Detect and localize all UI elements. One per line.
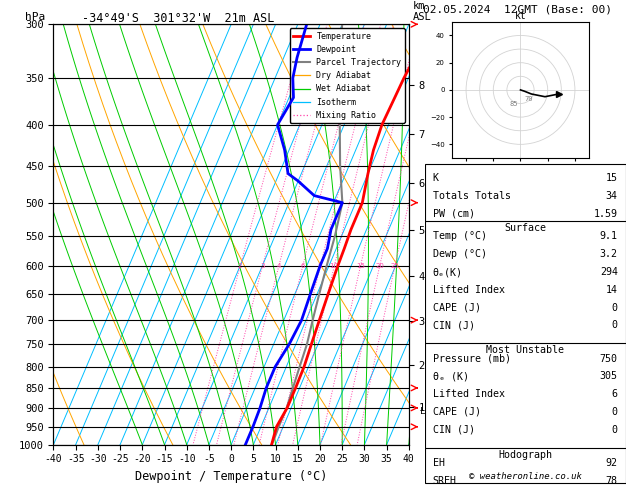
Text: CIN (J): CIN (J) [433,320,475,330]
Legend: Temperature, Dewpoint, Parcel Trajectory, Dry Adiabat, Wet Adiabat, Isotherm, Mi: Temperature, Dewpoint, Parcel Trajectory… [290,29,404,123]
Text: 750: 750 [600,354,618,364]
Text: 10: 10 [330,263,338,269]
Text: 2: 2 [238,263,242,269]
Text: K: K [433,174,438,183]
Text: 70: 70 [525,96,533,102]
Text: 14: 14 [606,285,618,295]
Text: 4: 4 [277,263,281,269]
Text: Lifted Index: Lifted Index [433,389,504,399]
Text: SREH: SREH [433,476,457,486]
Text: 9.1: 9.1 [600,231,618,242]
Text: 305: 305 [600,371,618,382]
Text: 20: 20 [375,263,384,269]
Text: km
ASL: km ASL [413,0,431,22]
Text: θₑ(K): θₑ(K) [433,267,462,277]
Text: Lifted Index: Lifted Index [433,285,504,295]
Title: kt: kt [515,11,526,21]
Text: 85: 85 [509,101,518,107]
Text: © weatheronline.co.uk: © weatheronline.co.uk [469,472,582,481]
Text: 15: 15 [356,263,365,269]
Text: Hodograph: Hodograph [498,450,552,460]
Text: 6: 6 [612,389,618,399]
Text: -34°49'S  301°32'W  21m ASL: -34°49'S 301°32'W 21m ASL [82,12,274,25]
Text: 92: 92 [606,458,618,468]
Text: 3.2: 3.2 [600,249,618,259]
Y-axis label: Mixing Ratio (g/kg): Mixing Ratio (g/kg) [430,175,440,294]
Text: θₑ (K): θₑ (K) [433,371,469,382]
Text: Pressure (mb): Pressure (mb) [433,354,511,364]
Text: 0: 0 [612,425,618,435]
Text: PW (cm): PW (cm) [433,209,475,219]
Text: 0: 0 [612,303,618,312]
Text: 6: 6 [301,263,305,269]
Text: 0: 0 [612,407,618,417]
Text: Surface: Surface [504,223,546,233]
Text: CIN (J): CIN (J) [433,425,475,435]
Text: 78: 78 [606,476,618,486]
Text: CAPE (J): CAPE (J) [433,303,481,312]
Text: 1.59: 1.59 [594,209,618,219]
Text: Dewp (°C): Dewp (°C) [433,249,487,259]
Text: CAPE (J): CAPE (J) [433,407,481,417]
X-axis label: Dewpoint / Temperature (°C): Dewpoint / Temperature (°C) [135,470,327,483]
Text: 25: 25 [391,263,399,269]
Text: 8: 8 [318,263,323,269]
Text: 15: 15 [606,174,618,183]
Text: Totals Totals: Totals Totals [433,191,511,201]
Text: LCL: LCL [420,407,436,417]
Text: EH: EH [433,458,445,468]
Text: 34: 34 [606,191,618,201]
Text: hPa: hPa [25,12,45,22]
Text: 0: 0 [612,320,618,330]
Text: 3: 3 [260,263,265,269]
Text: 02.05.2024  12GMT (Base: 00): 02.05.2024 12GMT (Base: 00) [423,5,611,15]
Text: Most Unstable: Most Unstable [486,345,564,355]
Text: 294: 294 [600,267,618,277]
Text: Temp (°C): Temp (°C) [433,231,487,242]
